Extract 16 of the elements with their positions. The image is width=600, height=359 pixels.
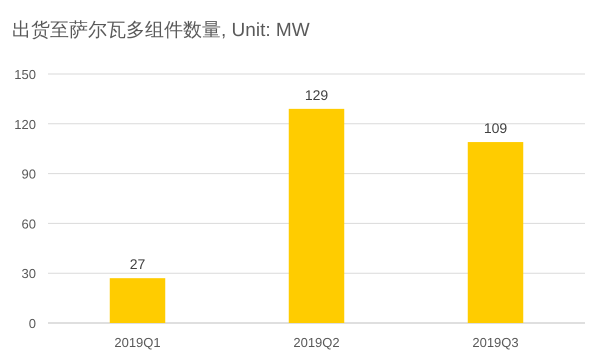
chart-title: 出货至萨尔瓦多组件数量, Unit: MW (12, 20, 310, 41)
x-tick-label: 2019Q1 (114, 335, 161, 350)
y-tick-label: 30 (22, 266, 36, 282)
bar (288, 108, 344, 323)
bar (110, 278, 166, 323)
x-tick-label: 2019Q2 (293, 335, 340, 350)
y-tick-label: 120 (14, 116, 36, 132)
y-tick-label: 0 (28, 316, 36, 331)
data-label: 27 (130, 256, 146, 272)
x-tick-label: 2019Q3 (472, 335, 519, 350)
data-label: 129 (304, 86, 328, 103)
y-tick-label: 150 (14, 67, 36, 82)
y-tick-label: 90 (22, 166, 36, 182)
data-label: 109 (484, 120, 508, 136)
bar (468, 142, 524, 323)
y-tick-label: 60 (22, 216, 36, 232)
